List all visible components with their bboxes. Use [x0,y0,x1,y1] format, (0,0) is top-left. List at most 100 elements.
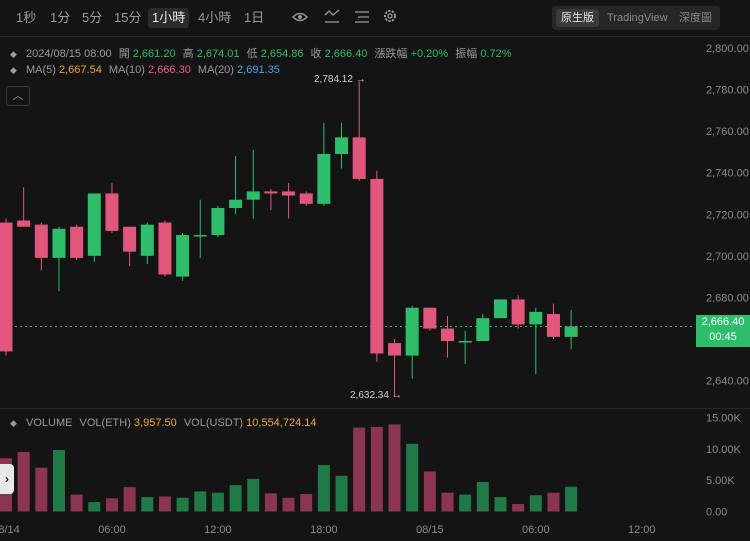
interval-1m[interactable]: 1分 [50,10,71,25]
candle-body[interactable] [388,343,402,356]
settings-icon[interactable] [380,8,400,28]
volume-bar [105,498,118,512]
indicator-icon[interactable] [322,8,342,28]
interval-1d[interactable]: 1日 [244,10,265,25]
amplitude-label: 振幅 [455,48,478,60]
volume-tick-label: 10.00K [706,444,742,456]
candle-body[interactable] [317,153,331,204]
volume-bar [476,482,489,512]
volume-bar [123,487,136,512]
volume-bar [194,491,207,512]
candle-body[interactable] [17,220,31,227]
candle-body[interactable] [246,191,260,200]
volume-bar [459,494,472,512]
volume-bar [565,486,578,512]
candle-body[interactable] [0,222,13,352]
candle-body[interactable] [176,235,190,277]
close-value: 2,666.40 [324,48,368,60]
candle-body[interactable] [352,137,366,179]
open-value: 2,661.20 [132,48,176,60]
candle-body[interactable] [264,191,278,194]
candle-body[interactable] [493,299,507,319]
price-tick-label: 2,720.00 [706,209,749,221]
candle-countdown: 00:45 [709,331,737,343]
eye-slash-icon[interactable] [290,8,310,28]
legend-date: 2024/08/15 08:00 [25,48,112,60]
candle-body[interactable] [140,224,154,256]
volume-bar [247,478,260,512]
volume-bar [317,465,330,512]
candle-body[interactable] [211,208,225,236]
candle-body[interactable] [70,226,84,258]
volume-bar [70,494,83,512]
candle-body[interactable] [193,235,207,237]
volume-bar [494,497,507,512]
ma5-value: 2,667.54 [59,64,102,76]
interval-1s[interactable]: 1秒 [16,10,37,25]
time-tick-label: 12:00 [628,524,656,536]
volume-title: VOLUME [25,417,73,429]
price-tick-label: 2,780.00 [706,85,749,97]
candle-body[interactable] [546,314,560,337]
candle-body[interactable] [476,318,490,342]
view-native[interactable]: 原生版 [556,9,599,27]
volume-bar [547,492,560,512]
view-depth[interactable]: 深度圖 [679,12,712,24]
volume-bar [423,471,436,512]
candle-body[interactable] [282,191,296,196]
candle-body[interactable] [423,307,437,329]
candle-body[interactable] [441,328,454,342]
volume-bar [158,496,171,512]
ma-caret-icon[interactable]: ◆ [10,65,17,75]
candle-body[interactable] [34,224,48,258]
volume-bar [300,493,313,512]
candle-body[interactable] [405,307,419,356]
interval-5m[interactable]: 5分 [82,10,103,25]
volume-caret-icon[interactable]: ◆ [10,418,17,428]
candle-body[interactable] [123,226,137,252]
candle-body[interactable] [564,326,578,337]
volume-bar [141,497,154,512]
volume-bar [88,502,101,512]
close-label: 收 [310,48,322,60]
collapse-legend-button[interactable]: ︿ [6,86,30,106]
time-tick-label: 06:00 [98,524,126,536]
volume-bar [335,475,348,512]
candle-body[interactable] [458,341,472,343]
candle-body[interactable] [87,193,101,256]
ma20-label: MA(20) [197,64,234,76]
price-tick-label: 2,740.00 [706,168,749,180]
candle-body[interactable] [52,228,66,258]
candle-body[interactable] [370,178,384,354]
volume-legend: ◆ VOLUME VOL(ETH) 3,957.50 VOL(USDT) 10,… [10,417,317,429]
interval-4h[interactable]: 4小時 [198,10,232,25]
collapse-caret-icon[interactable]: ◆ [10,49,17,59]
volume-bar [441,492,454,512]
view-switcher: 原生版 TradingView 深度圖 [552,6,720,30]
volume-tick-label: 5.00K [706,475,735,487]
candle-body[interactable] [299,193,313,204]
candle-body[interactable] [158,222,172,275]
list-icon[interactable] [352,8,372,28]
view-tradingview[interactable]: TradingView [607,12,668,24]
vol-eth-label: VOL(ETH) [79,417,131,429]
volume-bar [176,497,189,512]
candle-body[interactable] [529,311,543,325]
low-value: 2,654.86 [260,48,304,60]
toolbar: 1秒 1分 5分 15分 1小時 4小時 1日 原生版 TradingView … [0,0,750,37]
price-tick-label: 2,760.00 [706,126,749,138]
interval-15m[interactable]: 15分 [114,10,142,25]
candle-body[interactable] [229,199,243,209]
expand-arrow-icon[interactable]: › [0,464,14,494]
ma5-label: MA(5) [25,64,56,76]
candle-body[interactable] [511,299,525,325]
candle-body[interactable] [335,137,349,154]
open-label: 開 [118,48,130,60]
time-tick-label: 06:00 [522,524,550,536]
volume-tick-label: 15.00K [706,413,742,425]
low-marker: 2,632.34 → [350,390,402,401]
interval-1h[interactable]: 1小時 [148,8,190,28]
volume-bar [52,450,65,512]
candle-body[interactable] [105,193,119,231]
